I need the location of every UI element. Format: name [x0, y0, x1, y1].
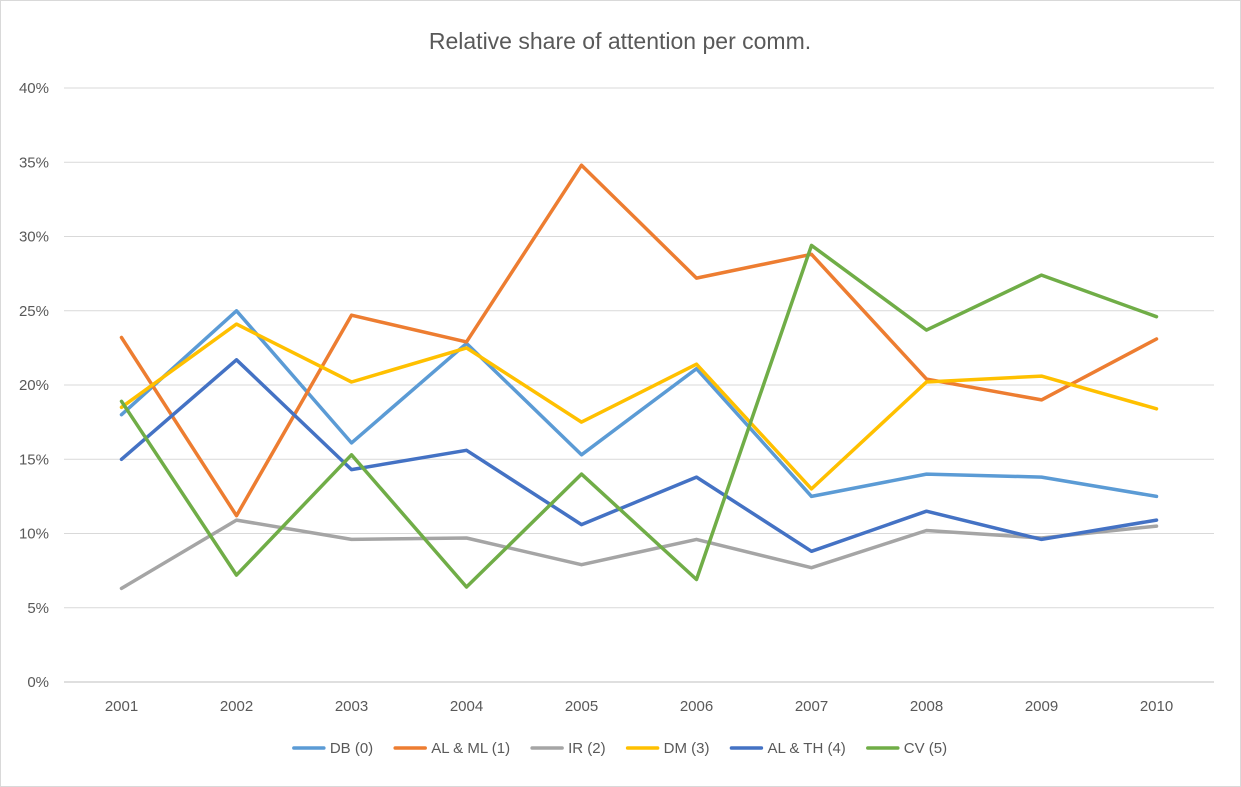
gridlines: [64, 87, 1214, 683]
series-lines: [119, 163, 1159, 591]
y-tick-label: 35%: [19, 154, 49, 171]
chart-title: Relative share of attention per comm.: [429, 28, 811, 54]
x-tick-label: 2005: [565, 698, 598, 715]
x-tick-label: 2002: [220, 698, 253, 715]
legend-item: AL & TH (4): [729, 740, 846, 757]
legend-label: CV (5): [904, 740, 947, 757]
legend-item: DB (0): [292, 740, 373, 757]
series-line-1: [119, 163, 1159, 518]
series-line-4: [119, 358, 1159, 554]
x-tick-label: 2006: [680, 698, 713, 715]
x-axis-tick-labels: 2001 2002 2003 2004 2005 2006 2007 2008 2009 2010: [105, 698, 1173, 715]
legend-label: AL & TH (4): [767, 740, 845, 757]
x-tick-label: 2001: [105, 698, 138, 715]
x-tick-label: 2004: [450, 698, 483, 715]
legend-item: CV (5): [866, 740, 947, 757]
x-tick-label: 2008: [910, 698, 943, 715]
series-line-3: [119, 322, 1159, 491]
series-line-5: [119, 243, 1159, 589]
x-tick-label: 2010: [1140, 698, 1173, 715]
y-axis-tick-labels: 0% 5% 10% 15% 20% 25% 30% 35% 40%: [19, 80, 49, 691]
legend-item: AL & ML (1): [393, 740, 510, 757]
legend-label: DB (0): [330, 740, 373, 757]
y-tick-label: 15%: [19, 451, 49, 468]
y-tick-label: 25%: [19, 303, 49, 320]
series-line-0: [119, 309, 1159, 499]
y-tick-label: 0%: [27, 674, 49, 691]
series-line-2: [119, 518, 1159, 591]
y-tick-label: 20%: [19, 377, 49, 394]
legend-label: IR (2): [568, 740, 606, 757]
legend-item: IR (2): [530, 740, 606, 757]
x-tick-label: 2009: [1025, 698, 1058, 715]
y-tick-label: 10%: [19, 526, 49, 543]
legend-label: DM (3): [664, 740, 710, 757]
x-tick-label: 2003: [335, 698, 368, 715]
legend: DB (0) AL & ML (1) IR (2) DM (3) AL & TH (4)…: [292, 740, 947, 757]
legend-item: DM (3): [625, 740, 710, 757]
y-tick-label: 30%: [19, 229, 49, 246]
x-tick-label: 2007: [795, 698, 828, 715]
y-tick-label: 40%: [19, 80, 49, 97]
legend-label: AL & ML (1): [431, 740, 510, 757]
y-tick-label: 5%: [27, 600, 49, 617]
